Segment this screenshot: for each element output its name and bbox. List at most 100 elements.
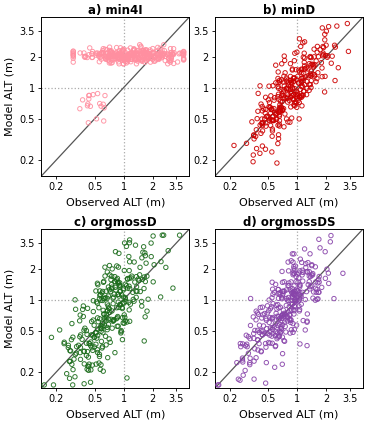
Point	[141, 243, 146, 250]
Point	[86, 340, 92, 347]
Point	[277, 106, 283, 113]
Point	[125, 52, 131, 59]
Point	[108, 288, 114, 295]
Point	[121, 56, 127, 63]
Point	[161, 232, 167, 239]
Point	[319, 59, 324, 66]
Point	[322, 31, 328, 38]
Point	[269, 117, 275, 124]
Point	[139, 276, 145, 283]
Point	[316, 279, 322, 285]
Point	[272, 364, 278, 371]
Point	[156, 56, 162, 63]
Point	[124, 56, 130, 63]
Point	[176, 50, 182, 57]
Point	[261, 323, 266, 329]
Point	[181, 48, 186, 55]
Point	[94, 335, 100, 342]
Point	[296, 275, 302, 282]
Point	[177, 232, 182, 239]
Point	[140, 249, 146, 256]
Point	[300, 278, 306, 285]
Point	[152, 55, 157, 61]
Point	[101, 295, 106, 302]
Point	[148, 253, 154, 260]
Point	[114, 304, 120, 311]
Point	[93, 361, 99, 368]
Point	[285, 85, 291, 92]
Point	[326, 270, 331, 276]
Point	[311, 62, 317, 69]
Point	[139, 298, 145, 305]
Point	[287, 60, 293, 67]
Point	[284, 85, 290, 92]
Point	[128, 56, 134, 63]
Point	[291, 307, 297, 314]
Point	[259, 122, 265, 128]
Point	[312, 73, 317, 80]
Point	[302, 55, 308, 61]
Point	[139, 47, 145, 54]
Point	[269, 117, 275, 123]
Point	[144, 54, 150, 61]
Point	[280, 307, 286, 313]
Point	[306, 278, 312, 285]
Point	[122, 51, 128, 58]
Point	[273, 281, 279, 288]
Point	[102, 264, 108, 271]
Point	[262, 146, 268, 153]
Point	[108, 316, 114, 323]
Point	[133, 56, 139, 63]
Point	[140, 50, 146, 56]
Point	[298, 292, 304, 299]
Point	[299, 94, 305, 100]
Point	[128, 274, 134, 281]
Point	[300, 92, 306, 98]
Point	[138, 56, 144, 63]
Point	[261, 106, 267, 112]
Point	[115, 52, 120, 59]
Point	[291, 78, 297, 85]
Point	[308, 273, 313, 280]
Point	[270, 117, 276, 123]
Point	[281, 83, 287, 89]
Point	[284, 78, 290, 85]
Point	[302, 62, 308, 69]
Point	[259, 103, 265, 110]
Point	[97, 366, 103, 373]
Point	[279, 92, 285, 99]
Point	[288, 77, 294, 84]
Point	[137, 271, 142, 278]
Point	[84, 54, 90, 61]
Point	[127, 318, 132, 325]
Point	[142, 278, 148, 285]
Point	[259, 128, 265, 134]
Point	[158, 258, 164, 265]
Point	[277, 321, 283, 328]
Point	[132, 56, 138, 62]
Point	[240, 355, 246, 362]
Point	[297, 94, 303, 101]
Point	[93, 52, 99, 59]
Point	[128, 55, 134, 61]
Point	[298, 301, 304, 308]
Point	[323, 42, 329, 49]
Point	[298, 293, 304, 300]
Point	[298, 80, 304, 86]
Point	[111, 50, 117, 57]
Point	[150, 279, 156, 285]
Point	[181, 48, 186, 55]
Point	[168, 57, 174, 64]
Point	[263, 380, 269, 387]
Point	[145, 50, 151, 57]
Point	[139, 50, 145, 57]
Point	[111, 52, 117, 59]
Point	[139, 303, 145, 310]
Point	[135, 276, 141, 282]
Point	[117, 50, 123, 56]
Point	[231, 142, 237, 149]
Point	[288, 83, 294, 89]
Point	[77, 318, 83, 324]
Point	[249, 118, 255, 125]
Point	[331, 295, 337, 302]
